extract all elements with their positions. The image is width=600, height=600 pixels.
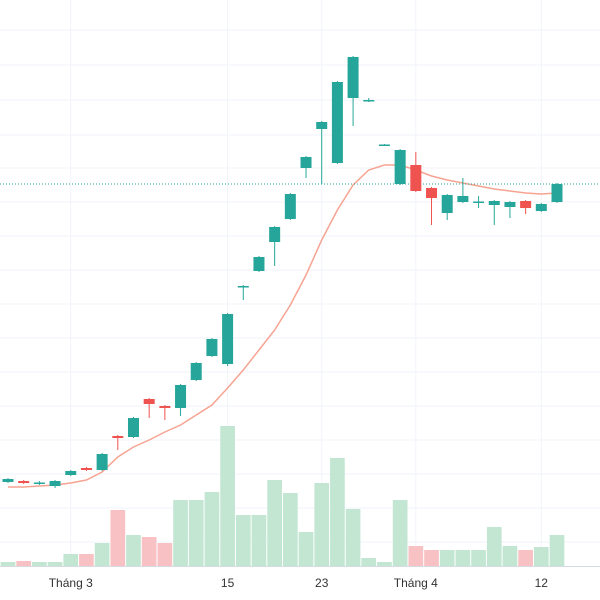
candle-body [143,399,155,404]
candle-body [49,481,61,486]
volume-bar [298,532,314,566]
volume-bar [330,458,345,566]
candle-body [96,454,108,470]
volume-bar [220,426,235,566]
volume-bar [408,546,424,566]
x-tick-label: Tháng 3 [49,576,93,590]
volume-bar [141,537,157,566]
candle-body [190,363,202,380]
candle-body [488,201,500,205]
candle-body [159,406,171,408]
volume-bar [267,480,282,566]
volume-bar [283,493,298,566]
volume-bar [16,561,32,566]
volume-bar [235,515,251,566]
candle-body [112,436,124,438]
candle-body [535,204,547,211]
candle-body [175,385,187,408]
volume-bar [47,562,63,566]
volume-bar [79,554,94,566]
volume-bar [424,550,439,566]
candle-body [253,257,265,271]
candle-body [410,165,422,191]
volume-bar [361,558,377,566]
x-tick-label: Tháng 4 [394,576,438,590]
candle-body [33,482,45,484]
candle-body [363,100,375,102]
volume-bar [533,547,549,566]
candle-body [520,201,532,208]
volume-bar [0,562,16,566]
candle-body [441,195,453,213]
volume-bar [126,535,141,566]
candle-body [269,227,281,242]
candle-body [426,188,438,198]
candle-body [473,201,485,203]
volume-bar [188,500,204,566]
x-tick-label: 15 [221,576,235,590]
candle-body [18,481,30,483]
volume-bar [32,562,47,566]
candle-body [127,418,139,437]
candle-body [394,150,406,184]
candle-body [300,157,312,168]
volume-bar [377,562,392,566]
candle-body [222,314,234,364]
volume-bar [392,500,408,566]
candle-body [551,184,563,202]
volume-bar [345,509,361,566]
candle-body [237,286,249,288]
candle-body [504,202,516,207]
candle-body [331,82,343,163]
volume-bar [173,500,188,566]
volume-bar [204,492,220,566]
candle-body [284,194,296,219]
x-tick-label: 12 [535,576,549,590]
volume-bar [455,550,471,566]
candle-body [2,479,14,482]
candle-body [378,144,390,146]
x-tick-label: 23 [315,576,329,590]
candle-body [316,122,328,129]
volume-bar [157,543,173,566]
candle-body [457,196,469,202]
volume-bar [94,543,110,566]
candle-body [80,468,92,470]
candle-body [65,471,77,475]
volume-bar [63,554,79,566]
grid [0,29,600,543]
candle-body [347,57,359,98]
volume-bar [314,483,330,566]
candle-body [206,339,218,356]
volume-bar [486,527,502,566]
volume-bar [502,546,518,566]
volume-bar [251,515,267,566]
volume-bar [439,550,455,566]
volume-bar [471,550,486,566]
volume-bar [518,550,533,566]
volume-bar [110,510,126,566]
volume-bar [549,535,565,566]
